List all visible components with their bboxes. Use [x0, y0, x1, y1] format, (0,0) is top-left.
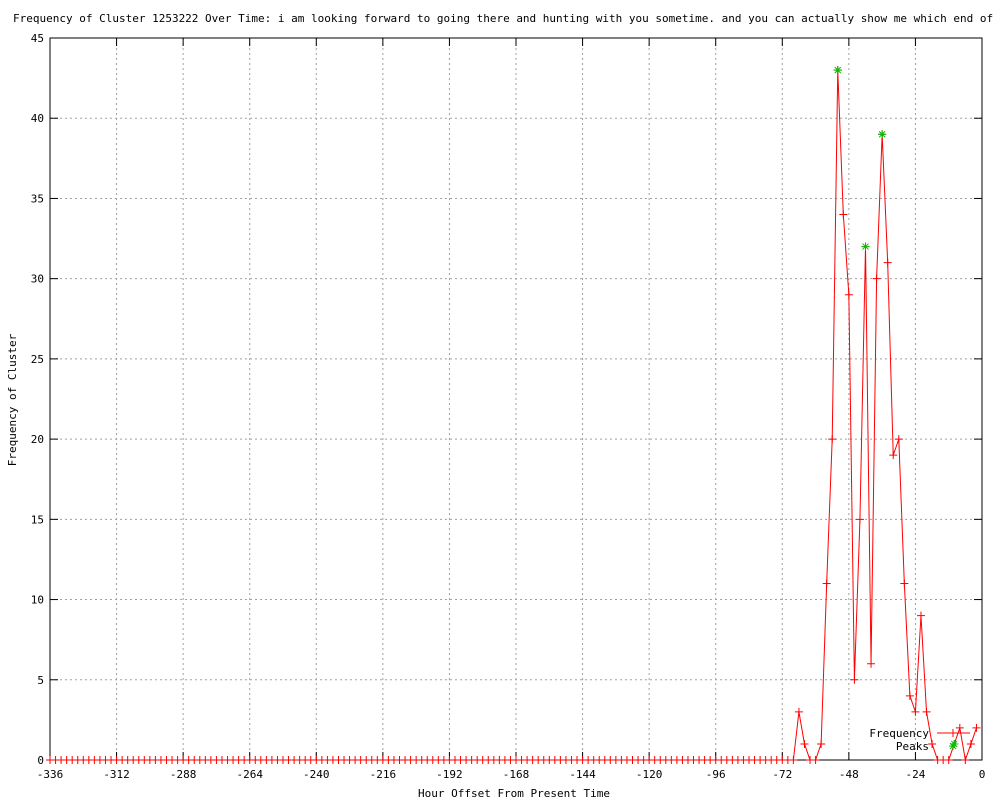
peak-point	[861, 242, 870, 251]
frequency-point	[905, 691, 914, 700]
frequency-point	[972, 723, 981, 732]
y-tick-label: 30	[31, 273, 44, 286]
peak-point	[950, 739, 959, 748]
peak-point	[878, 130, 887, 139]
y-tick-label: 20	[31, 433, 44, 446]
x-tick-label: -216	[370, 768, 397, 781]
legend: Frequency Peaks	[869, 727, 970, 753]
frequency-point	[916, 611, 925, 620]
frequency-point	[966, 739, 975, 748]
frequency-point	[855, 515, 864, 524]
frequency-point	[850, 675, 859, 684]
y-tick-label: 5	[37, 674, 44, 687]
frequency-point	[789, 756, 798, 764]
x-tick-label: -24	[905, 768, 925, 781]
frequency-point	[867, 659, 876, 668]
y-tick-label: 25	[31, 353, 44, 366]
frequency-point	[928, 739, 937, 748]
frequency-point	[900, 579, 909, 588]
y-tick-label: 15	[31, 513, 44, 526]
x-tick-label: -192	[436, 768, 463, 781]
y-tick-label: 40	[31, 112, 44, 125]
chart-title: Frequency of Cluster 1253222 Over Time: …	[13, 12, 1000, 25]
frequency-line	[50, 70, 977, 761]
y-tick-label: 10	[31, 594, 44, 607]
x-tick-label: -144	[569, 768, 596, 781]
x-tick-label: -72	[772, 768, 792, 781]
series	[46, 66, 981, 764]
x-tick-label: -240	[303, 768, 330, 781]
frequency-point	[817, 739, 826, 748]
frequency-point	[955, 723, 964, 732]
y-axis-label: Frequency of Cluster	[6, 333, 19, 466]
frequency-point	[811, 756, 820, 764]
frequency-point	[800, 739, 809, 748]
frequency-point	[944, 756, 953, 764]
frequency-point	[894, 435, 903, 444]
x-tick-label: -288	[170, 768, 197, 781]
frequency-point	[911, 707, 920, 716]
y-tick-label: 45	[31, 32, 44, 45]
frequency-point	[922, 707, 931, 716]
frequency-point	[844, 290, 853, 299]
peak-point	[833, 66, 842, 75]
legend-sample-peaks	[949, 742, 957, 750]
x-axis-label: Hour Offset From Present Time	[418, 787, 610, 800]
x-tick-label: -120	[636, 768, 663, 781]
frequency-point	[839, 210, 848, 219]
y-tick-label: 0	[37, 754, 44, 767]
x-tick-label: -96	[706, 768, 726, 781]
x-tick-label: -312	[103, 768, 130, 781]
legend-label-frequency: Frequency	[869, 727, 929, 740]
grid	[50, 38, 982, 760]
x-tick-label: -168	[503, 768, 530, 781]
frequency-point	[883, 258, 892, 267]
frequency-point	[828, 435, 837, 444]
x-tick-label: 0	[979, 768, 986, 781]
frequency-point	[961, 756, 970, 764]
x-tick-label: -264	[236, 768, 263, 781]
y-tick-label: 35	[31, 192, 44, 205]
legend-label-peaks: Peaks	[896, 740, 929, 753]
frequency-point	[889, 451, 898, 460]
frequency-point	[822, 579, 831, 588]
x-tick-label: -48	[839, 768, 859, 781]
frequency-point	[872, 274, 881, 283]
frequency-point	[794, 707, 803, 716]
x-tick-label: -336	[37, 768, 64, 781]
